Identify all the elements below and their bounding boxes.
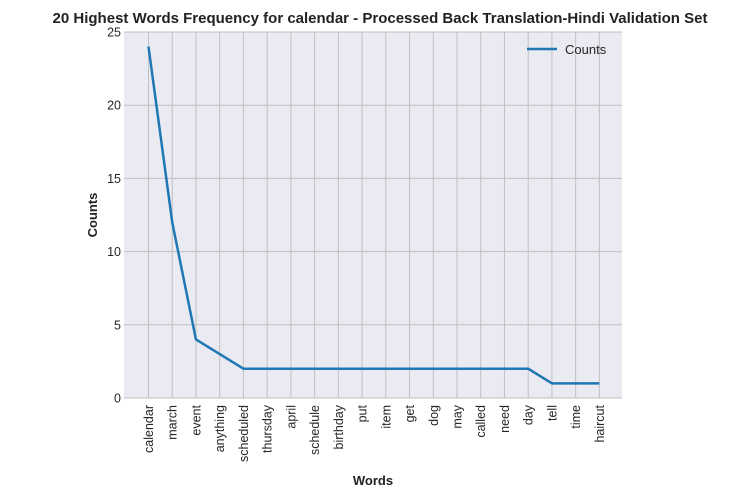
- y-tick-label: 0: [114, 392, 121, 406]
- series-line-counts: [147, 46, 600, 385]
- x-tick-label-may: may: [450, 404, 464, 428]
- x-tick-label-dog: dog: [427, 405, 441, 426]
- x-tick-label-scheduled: scheduled: [237, 405, 251, 462]
- x-tick-label-get: get: [403, 404, 417, 422]
- y-tick-label: 10: [107, 245, 121, 259]
- series-layer: [147, 46, 600, 385]
- x-tick-label-calendar: calendar: [142, 405, 156, 453]
- y-axis-label: Counts: [85, 193, 100, 238]
- chart-title: 20 Highest Words Frequency for calendar …: [53, 10, 708, 27]
- y-tick-label: 5: [114, 318, 121, 332]
- x-tick-label-march: march: [166, 405, 180, 440]
- y-tick-label: 25: [107, 26, 121, 40]
- x-tick-label-anything: anything: [213, 405, 227, 452]
- x-tick-label-need: need: [498, 405, 512, 433]
- x-axis-label: Words: [353, 473, 393, 488]
- x-tick-label-put: put: [356, 404, 370, 422]
- x-tick-label-birthday: birthday: [332, 404, 346, 449]
- x-tick-labels: calendar march event anything scheduled thurs…: [142, 404, 607, 462]
- x-tick-label-time: time: [569, 405, 583, 429]
- x-tick-label-item: item: [379, 405, 393, 429]
- legend: Counts: [527, 42, 607, 57]
- legend-label-counts: Counts: [565, 42, 607, 57]
- x-tick-label-called: called: [474, 405, 488, 438]
- y-tick-labels: 0 5 10 15 20 25: [107, 26, 121, 406]
- x-tick-label-day: day: [522, 404, 536, 425]
- plot-area: [124, 32, 622, 398]
- y-tick-label: 15: [107, 172, 121, 186]
- x-tick-label-april: april: [284, 405, 298, 429]
- x-tick-label-thursday: thursday: [261, 404, 275, 453]
- x-tick-label-haircut: haircut: [593, 404, 607, 442]
- y-tick-label: 20: [107, 99, 121, 113]
- x-tick-label-tell: tell: [545, 405, 559, 421]
- x-tick-label-schedule: schedule: [308, 405, 322, 455]
- grid: [124, 31, 622, 399]
- x-tick-label-event: event: [189, 404, 203, 435]
